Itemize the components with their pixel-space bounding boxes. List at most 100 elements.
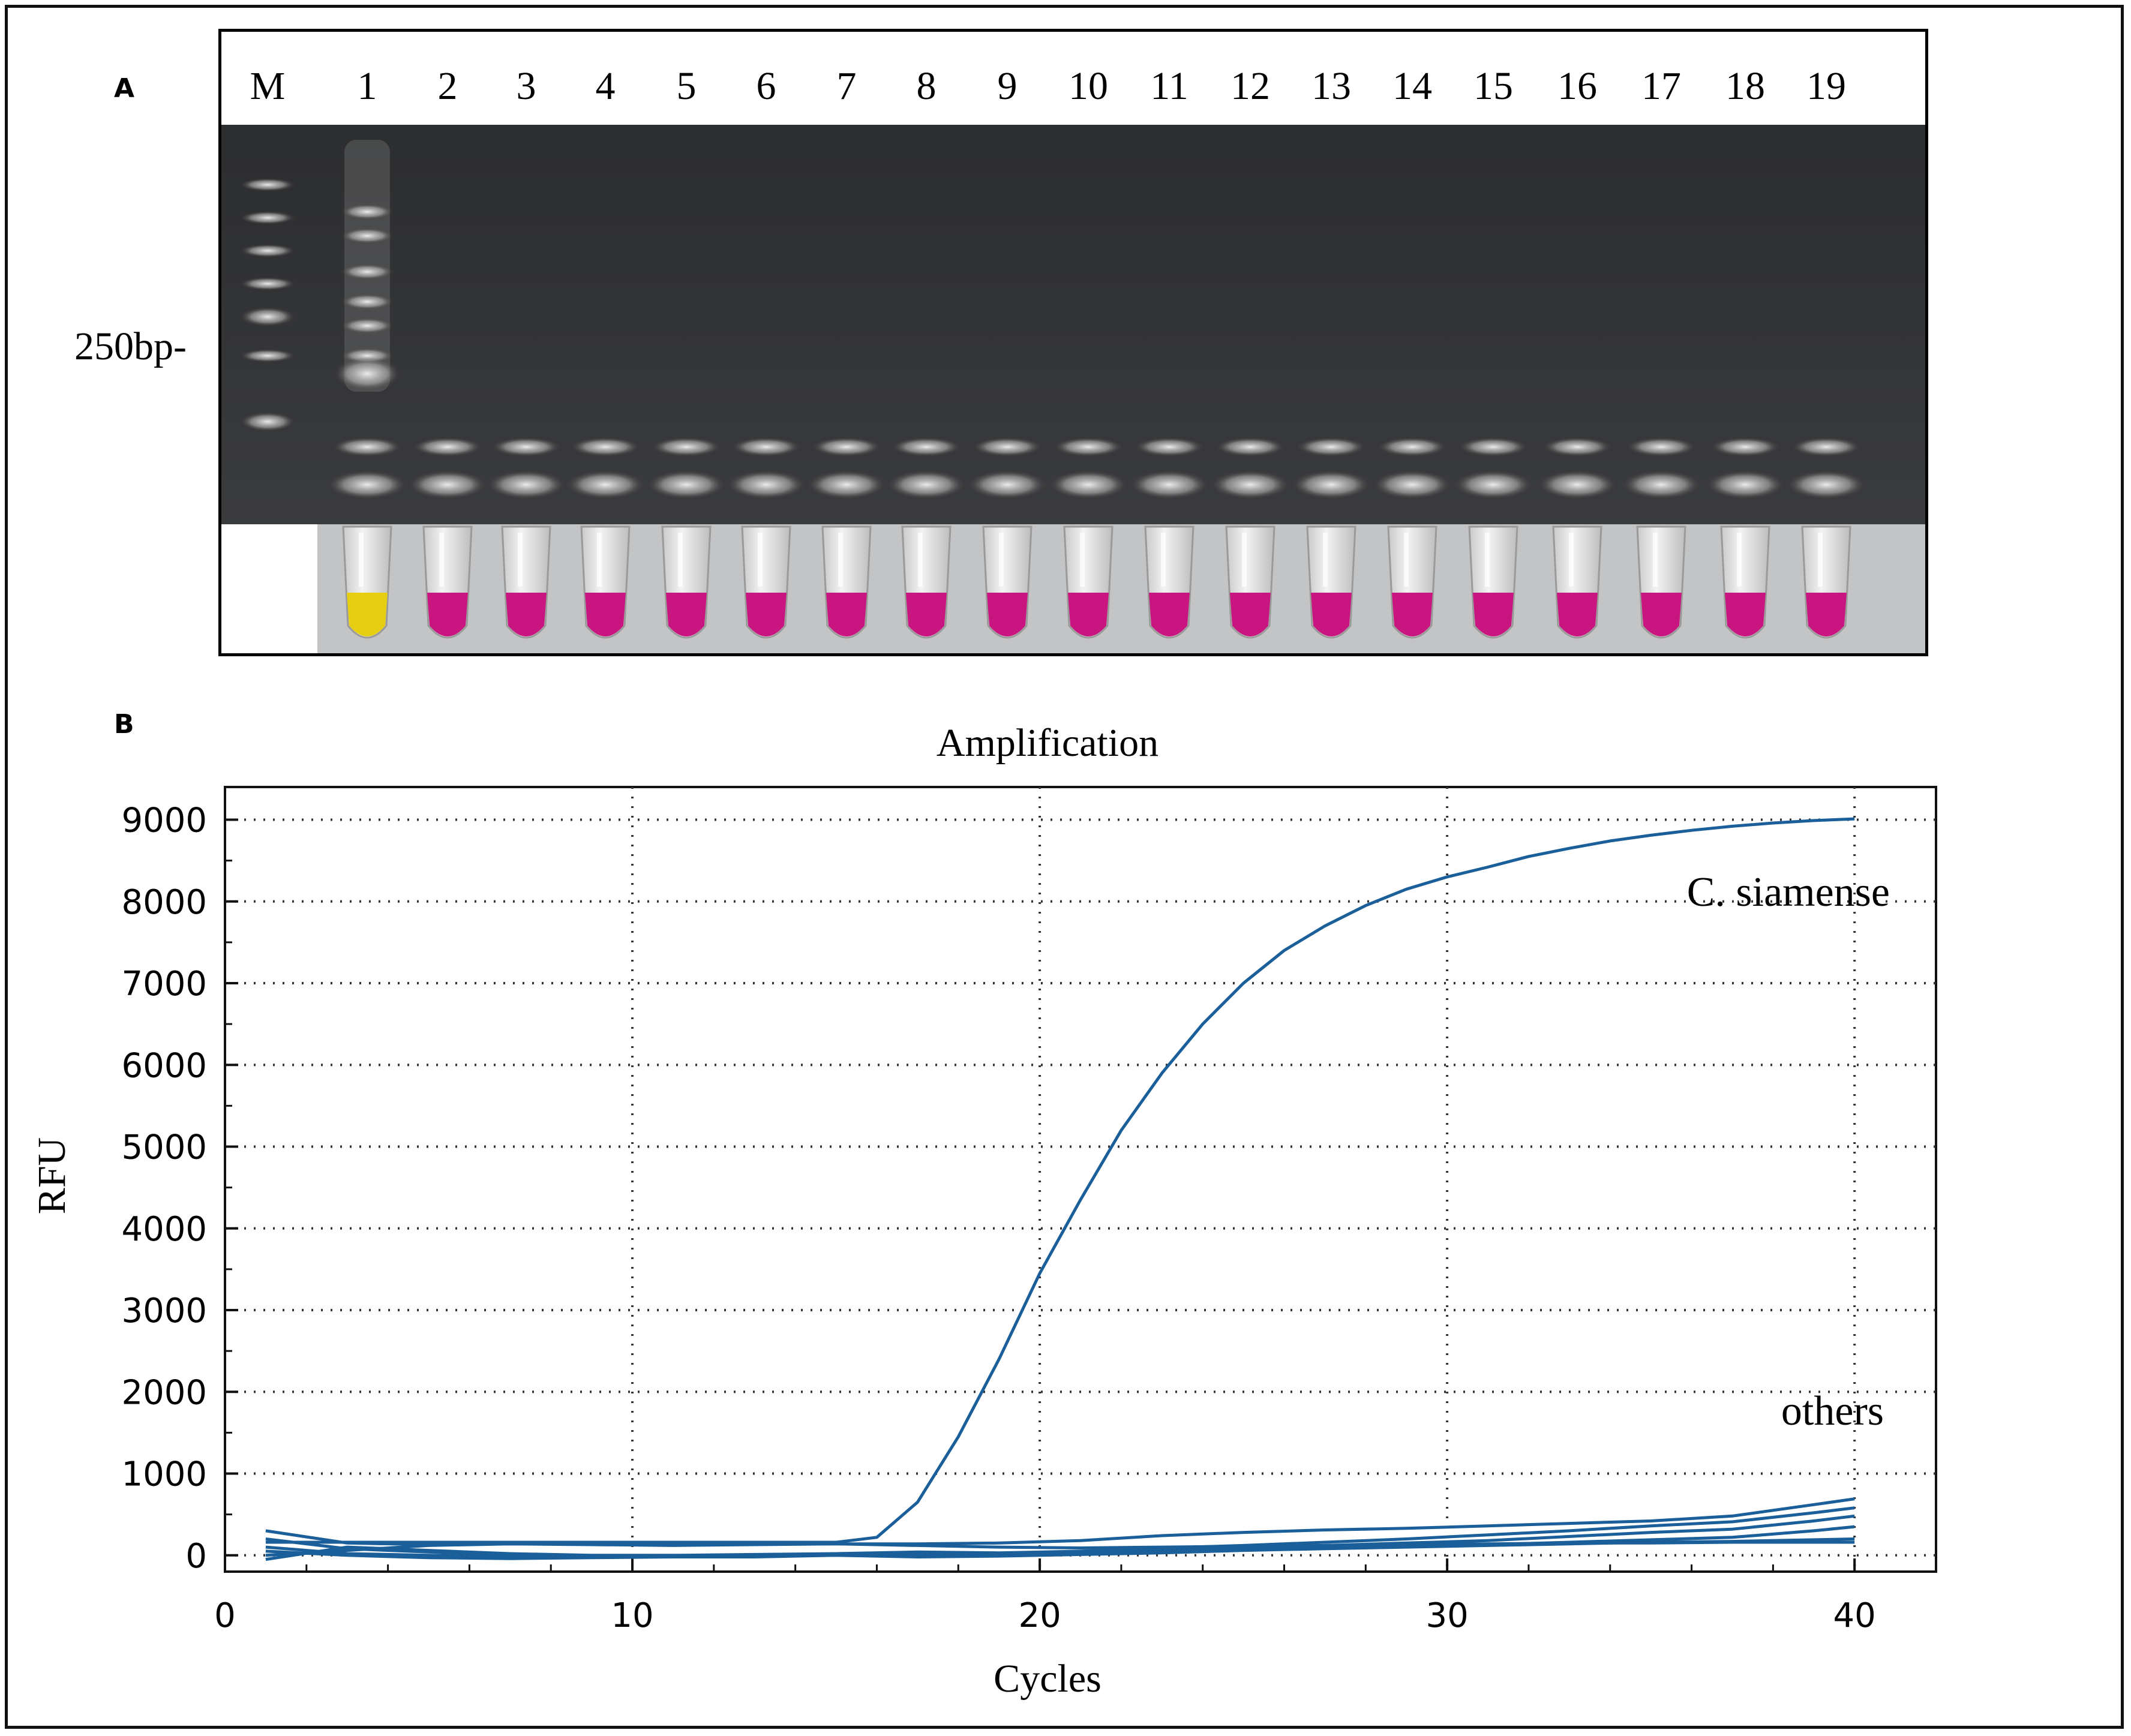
tube-liquid: [585, 593, 626, 636]
tube-lane-13: [1306, 525, 1356, 639]
x-tick-label: 40: [1833, 1596, 1876, 1635]
ladder-band: [240, 412, 295, 431]
primer-band-lower: [1622, 470, 1701, 499]
ladder-band: [240, 211, 295, 224]
x-tick-label: 30: [1426, 1596, 1469, 1635]
x-axis-label: Cycles: [994, 1657, 1101, 1701]
x-tick-label: 10: [611, 1596, 653, 1635]
tube-lane-10: [1063, 525, 1113, 639]
x-tick-label: 20: [1018, 1596, 1061, 1635]
marker-size-label: 250bp-: [74, 325, 187, 368]
tube-liquid: [1392, 593, 1433, 636]
lane1-band: [341, 204, 394, 220]
gel-panel: M 1 2 3 4 5 6 7 8 9 10 11 12 13 14 15 16 17 18 19: [218, 29, 1928, 656]
lane-label: 18: [1725, 64, 1765, 108]
primer-band-lower: [727, 470, 806, 499]
primer-band-lower: [1373, 470, 1452, 499]
tube-liquid: [1473, 593, 1514, 636]
plot-area: [224, 786, 1937, 1573]
tube-liquid: [1725, 593, 1766, 636]
tube-lane-19: [1801, 525, 1851, 639]
primer-band-upper: [1626, 437, 1696, 456]
chart-title: Amplification: [937, 721, 1158, 765]
lane1-product-band: [334, 357, 401, 391]
lane-label: 17: [1641, 64, 1681, 108]
tube-liquid: [746, 593, 787, 636]
lane-label: 3: [517, 64, 536, 108]
primer-band-upper: [892, 437, 961, 456]
lane-label: 5: [677, 64, 697, 108]
tube-lane-2: [422, 525, 473, 639]
tube-liquid: [347, 593, 388, 636]
y-tick-label: 6000: [121, 1046, 207, 1085]
lane-label: 4: [596, 64, 616, 108]
tube-liquid: [506, 593, 547, 636]
ladder-band: [240, 277, 295, 290]
tube-lane-17: [1636, 525, 1686, 639]
primer-band-upper: [973, 437, 1042, 456]
ladder-band: [240, 307, 295, 326]
primer-band-upper: [1542, 437, 1612, 456]
primer-band-upper: [1215, 437, 1285, 456]
x-tick-label: 0: [214, 1596, 236, 1635]
primer-band-lower: [968, 470, 1047, 499]
tube-lane-15: [1468, 525, 1518, 639]
tube-lane-9: [982, 525, 1033, 639]
y-tick-label: 1000: [121, 1455, 207, 1494]
primer-band-lower: [807, 470, 886, 499]
tube-lane-1: [342, 525, 392, 639]
lane-label: 19: [1806, 64, 1846, 108]
primer-band-upper: [1377, 437, 1447, 456]
primer-band-lower: [328, 470, 407, 499]
tube-liquid: [826, 593, 867, 636]
primer-band-lower: [1787, 470, 1866, 499]
primer-band-lower: [1538, 470, 1617, 499]
y-tick-label: 2000: [121, 1373, 207, 1412]
y-tick-label: 0: [185, 1537, 207, 1576]
lane1-band: [341, 228, 394, 244]
lane-label: 16: [1557, 64, 1597, 108]
tube-lane-12: [1225, 525, 1275, 639]
lane-label: M: [250, 64, 286, 108]
tube-lane-8: [901, 525, 952, 639]
primer-band-lower: [1706, 470, 1785, 499]
tube-liquid: [1806, 593, 1847, 636]
lane-label: 14: [1392, 64, 1432, 108]
figure-frame: [5, 5, 2124, 1729]
series-line-other: [265, 1540, 1855, 1557]
tube-lane-18: [1720, 525, 1770, 639]
primer-band-lower: [1292, 470, 1371, 499]
y-tick-label: 3000: [121, 1292, 207, 1330]
lane-label: 12: [1230, 64, 1270, 108]
primer-band-upper: [1296, 437, 1366, 456]
tube-liquid: [427, 593, 468, 636]
y-tick-label: 7000: [121, 965, 207, 1004]
tube-photo: [317, 524, 1925, 653]
gel-image: [221, 125, 1925, 524]
amplification-chart: Amplification 0 10 20 30 40 0 1000 2000 3000 4000…: [30, 721, 1937, 1701]
primer-band-upper: [731, 437, 801, 456]
primer-band-lower: [1454, 470, 1533, 499]
lane-labels: M 1 2 3 4 5 6 7 8 9 10 11 12 13 14 15 16 17 18 19: [250, 64, 1846, 108]
annotation-c-siamense: C. siamense: [1687, 869, 1890, 915]
lane-label: 6: [757, 64, 776, 108]
tube-liquid: [1149, 593, 1190, 636]
y-tick-label: 8000: [121, 883, 207, 922]
lane1-band: [341, 294, 394, 310]
tube-liquid: [987, 593, 1028, 636]
primer-band-upper: [413, 437, 482, 456]
tube-liquid: [1230, 593, 1271, 636]
primer-band-lower: [647, 470, 726, 499]
primer-band-upper: [652, 437, 721, 456]
tube-lane-6: [741, 525, 791, 639]
tube-lane-14: [1387, 525, 1437, 639]
gel-bands: [240, 140, 1866, 499]
series-line-c-siamense: [265, 817, 1855, 1544]
primer-band-upper: [1791, 437, 1861, 456]
primer-band-upper: [491, 437, 561, 456]
reaction-tubes: [342, 525, 1851, 639]
primer-band-lower: [1130, 470, 1209, 499]
tube-liquid: [1311, 593, 1352, 636]
y-axis-label: RFU: [30, 1137, 74, 1214]
primer-band-upper: [332, 437, 402, 456]
